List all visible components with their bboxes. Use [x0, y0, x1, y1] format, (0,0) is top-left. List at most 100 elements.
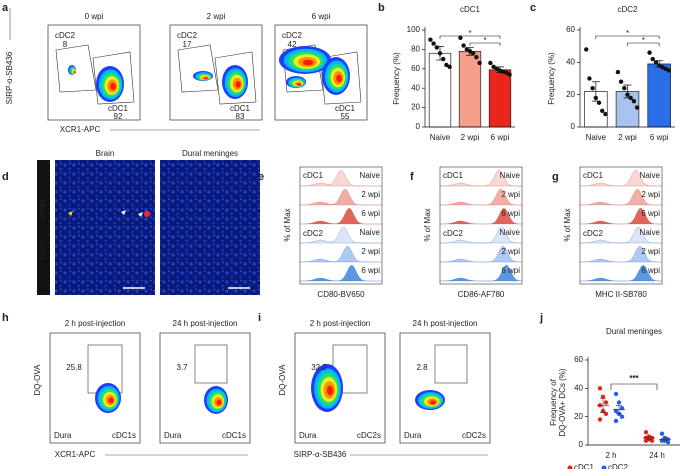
data-point: [590, 86, 595, 91]
data-point: [619, 414, 625, 419]
tissue-label: Dura: [54, 431, 72, 440]
gate-label: cDC1: [335, 104, 356, 113]
data-point: [491, 64, 496, 70]
plot-title: 2 h post-injection: [65, 319, 125, 328]
row-label: 6 wpi: [641, 209, 660, 218]
gate-value: 25.8: [66, 363, 82, 372]
y-tick-label: 60: [574, 355, 583, 364]
y-tick-label: 40: [574, 383, 583, 392]
population-label: cDC2: [443, 229, 464, 238]
y-tick-label: 40: [411, 83, 420, 92]
data-point: [596, 100, 602, 105]
data-point: [618, 79, 624, 84]
panel-letter: f: [410, 171, 414, 183]
data-point: [659, 431, 665, 436]
mean-line: [613, 405, 625, 415]
gate: [55, 44, 97, 93]
plot-title: 2 h post-injection: [310, 319, 370, 328]
plot-title: 2 wpi: [207, 12, 226, 21]
significance-bracket: [439, 35, 501, 46]
panel-letter: i: [258, 312, 261, 324]
panel-letter: g: [552, 171, 559, 183]
panel-letter: h: [2, 312, 9, 324]
population-label: cDC2: [583, 229, 604, 238]
gate-value: 92: [114, 112, 123, 121]
plot-frame: [274, 24, 368, 121]
gate: [92, 51, 135, 105]
y-tick-label: 0: [571, 122, 576, 131]
data-point: [666, 68, 671, 73]
data-point: [613, 391, 619, 397]
y-tick-label: 20: [574, 412, 583, 421]
population-label: cDC2: [303, 229, 324, 238]
significance: *: [483, 36, 486, 45]
tissue-label: Dura: [164, 431, 182, 440]
y-axis-label: DQ-OVA: [278, 364, 287, 396]
data-point: [467, 49, 473, 54]
data-point: [447, 64, 452, 70]
plot-title: 24 h post-injection: [173, 319, 238, 328]
y-axis-label: % of Max: [563, 208, 572, 241]
density-contour: [216, 399, 222, 406]
data-point: [613, 408, 619, 414]
gate-value: 42: [288, 40, 297, 49]
x-tick-label: 6 wpi: [491, 133, 510, 142]
y-tick-label: 40: [566, 57, 575, 66]
y-axis-label: % of Max: [283, 208, 292, 241]
plot-frame: [47, 24, 141, 121]
stain-label: DAPI: [39, 241, 48, 260]
data-point: [494, 66, 499, 72]
histogram-ridge: [439, 226, 523, 244]
data-point: [477, 60, 482, 66]
y-axis-label: % of Max: [423, 208, 432, 241]
row-label: 6 wpi: [361, 209, 380, 218]
row-label: 2 wpi: [361, 247, 380, 256]
gate-value: 55: [341, 112, 350, 121]
gate: [434, 344, 468, 384]
row-label: 6 wpi: [361, 266, 380, 275]
x-axis-label: MHC II-SB780: [595, 290, 647, 299]
gate-label: cDC2: [177, 31, 198, 40]
gate-label: cDC2: [55, 31, 76, 40]
y-axis-label: Frequency (%): [547, 52, 556, 105]
density-contour: [297, 83, 301, 86]
legend-marker: [567, 465, 573, 469]
plot-title: 6 wpi: [312, 12, 331, 21]
gate-value: 8: [63, 40, 68, 49]
data-point: [458, 35, 463, 40]
data-point: [634, 105, 640, 110]
gate-label: cDC2: [282, 31, 303, 40]
stain-label: ME49: [39, 199, 48, 220]
row-label: 6 wpi: [641, 266, 660, 275]
histogram-ridge: [439, 245, 523, 263]
plot-frame: [159, 332, 251, 444]
population-label: cDC2s: [357, 431, 381, 440]
density-contour: [336, 74, 342, 83]
legend-marker: [601, 465, 607, 469]
mean-line: [659, 437, 671, 442]
x-tick-label: 24 h: [649, 451, 665, 460]
arrowhead: [68, 211, 73, 216]
plot-frame: [399, 332, 491, 444]
y-axis-label: DQ-OVA: [33, 364, 42, 396]
micrograph: [55, 160, 155, 295]
parasite: [144, 211, 150, 217]
histogram-ridge: [299, 245, 382, 263]
x-axis-label: SIRP-α-SB436: [294, 450, 347, 459]
data-point: [428, 37, 433, 42]
y-axis-label: Frequency of: [549, 378, 558, 425]
plot-title: 0 wpi: [85, 12, 104, 21]
density-contour: [235, 81, 241, 88]
plot-frame: [579, 166, 663, 285]
data-point: [613, 418, 619, 424]
data-point: [643, 430, 649, 435]
data-point: [587, 76, 592, 81]
panel-letter: a: [2, 2, 9, 14]
plot-title: 24 h post-injection: [413, 319, 478, 328]
data-point: [653, 60, 659, 65]
population-label: cDC1s: [222, 431, 246, 440]
population-label: cDC2s: [462, 431, 486, 440]
x-axis-label: XCR1-APC: [55, 450, 96, 459]
mean-line: [643, 436, 655, 440]
